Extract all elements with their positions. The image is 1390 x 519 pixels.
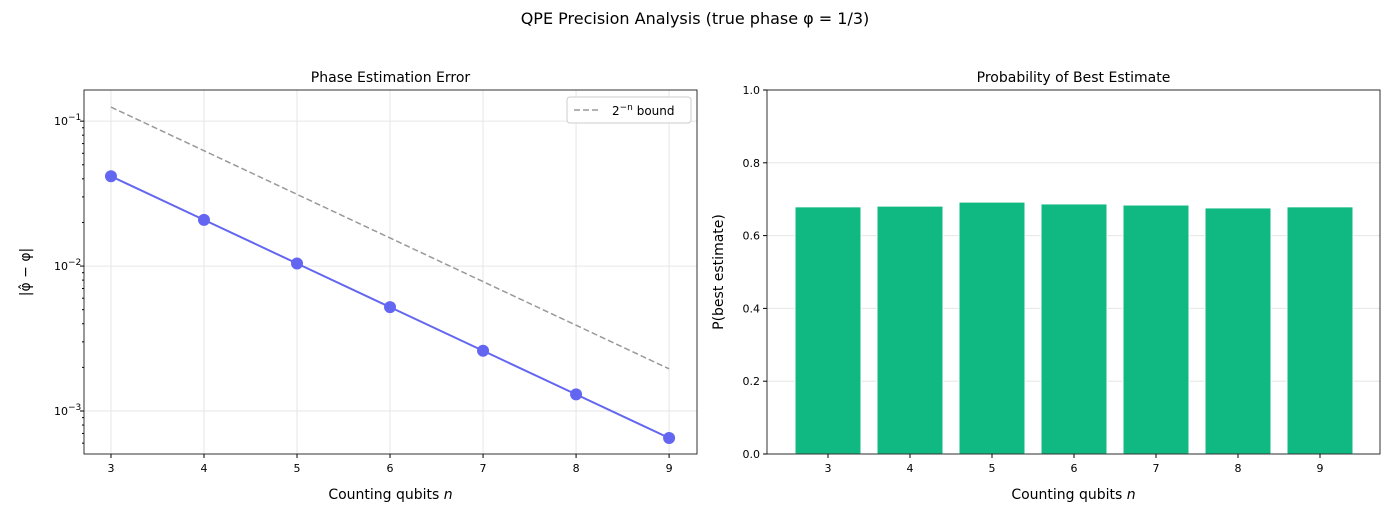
axes-frame-right xyxy=(766,89,1381,455)
x-tick-label: 7 xyxy=(480,462,487,475)
x-tick-label: 9 xyxy=(1317,462,1324,475)
x-tick-label: 8 xyxy=(573,462,580,475)
axes-frame-left xyxy=(83,89,698,455)
error-point xyxy=(104,170,117,183)
left-y-axis-label: |φ̂ − φ| xyxy=(18,248,34,297)
error-point xyxy=(477,344,490,357)
bar xyxy=(958,201,1026,455)
y-tick-label: 0.8 xyxy=(743,157,761,170)
figure-title: QPE Precision Analysis (true phase φ = 1… xyxy=(521,9,870,28)
x-tick-label: 7 xyxy=(1153,462,1160,475)
error-point xyxy=(384,301,397,314)
error-point xyxy=(197,213,210,226)
legend-label: 2−n bound xyxy=(612,103,675,118)
right-chart-title: Probability of Best Estimate xyxy=(977,70,1171,86)
y-tick-label: 10−2 xyxy=(54,258,81,273)
y-tick-label: 10−3 xyxy=(54,403,81,418)
x-tick-label: 5 xyxy=(989,462,996,475)
left-x-axis-label: Counting qubits n xyxy=(328,487,452,503)
y-tick-label: 0.4 xyxy=(743,302,761,315)
x-tick-label: 5 xyxy=(294,462,301,475)
bar xyxy=(794,206,862,455)
left-chart-title: Phase Estimation Error xyxy=(311,70,471,86)
legend-box xyxy=(566,96,692,124)
x-tick-label: 4 xyxy=(907,462,914,475)
right-y-axis-label: P(best estimate) xyxy=(711,214,727,330)
bar xyxy=(1204,207,1272,455)
bar xyxy=(876,205,944,455)
y-tick-label: 10−1 xyxy=(54,113,81,128)
y-tick-label: 1.0 xyxy=(743,84,761,97)
x-tick-label: 6 xyxy=(387,462,394,475)
x-tick-label: 3 xyxy=(107,462,114,475)
bar xyxy=(1040,203,1108,455)
x-tick-label: 9 xyxy=(666,462,673,475)
bound-line xyxy=(110,106,670,370)
x-tick-label: 4 xyxy=(200,462,207,475)
error-point xyxy=(663,432,676,445)
y-tick-label: 0.0 xyxy=(743,448,761,461)
bar xyxy=(1286,206,1354,455)
bar xyxy=(1122,204,1190,455)
right-x-axis-label: Counting qubits n xyxy=(1011,487,1135,503)
y-tick-label: 0.6 xyxy=(743,230,761,243)
error-point xyxy=(291,257,304,270)
x-tick-label: 3 xyxy=(825,462,832,475)
error-point xyxy=(570,388,583,401)
x-tick-label: 6 xyxy=(1071,462,1078,475)
y-tick-label: 0.2 xyxy=(743,375,761,388)
x-tick-label: 8 xyxy=(1235,462,1242,475)
